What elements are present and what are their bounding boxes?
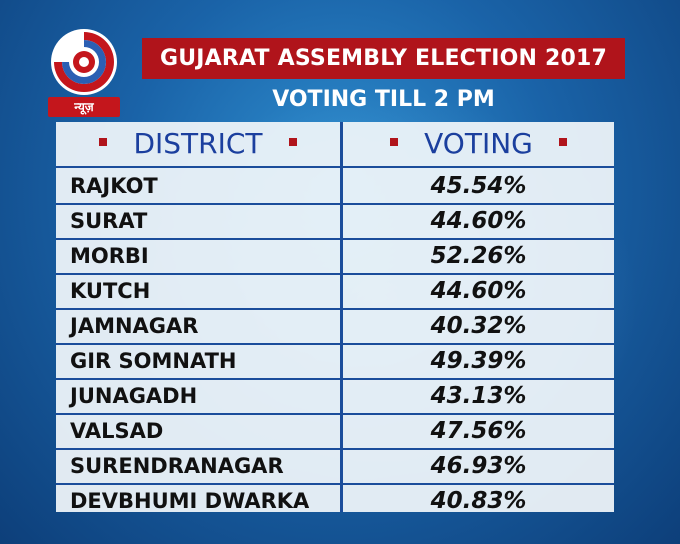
- district-name: KUTCH: [70, 279, 151, 303]
- page-title: GUJARAT ASSEMBLY ELECTION 2017: [142, 38, 625, 79]
- table-row: JAMNAGAR 40.32%: [56, 310, 614, 343]
- table-row: RAJKOT 45.54%: [56, 170, 614, 203]
- district-name: RAJKOT: [70, 174, 158, 198]
- voting-percentage: 49.39%: [430, 348, 527, 374]
- district-name: JAMNAGAR: [70, 314, 199, 338]
- voting-header-label: VOTING: [424, 127, 533, 160]
- table-row: MORBI 52.26%: [56, 240, 614, 273]
- district-name: JUNAGADH: [70, 384, 198, 408]
- voting-column-header: VOTING: [343, 122, 614, 166]
- channel-logo: न्यूज़: [42, 26, 126, 117]
- district-name: DEVBHUMI DWARKA: [70, 489, 310, 513]
- table-row: DEVBHUMI DWARKA 40.83%: [56, 485, 614, 518]
- row-divider: [56, 166, 614, 168]
- row-divider: [56, 273, 614, 275]
- table-row: JUNAGADH 43.13%: [56, 380, 614, 413]
- row-divider: [56, 413, 614, 415]
- table-header-row: DISTRICT VOTING: [56, 122, 614, 166]
- district-column-header: DISTRICT: [56, 122, 340, 166]
- column-divider: [340, 122, 343, 512]
- voting-percentage: 52.26%: [430, 243, 527, 269]
- table-row: SURAT 44.60%: [56, 205, 614, 238]
- dd-news-logo-icon: [51, 29, 117, 95]
- voting-percentage: 45.54%: [430, 173, 527, 199]
- row-divider: [56, 238, 614, 240]
- row-divider: [56, 448, 614, 450]
- news-badge: न्यूज़: [48, 97, 120, 117]
- voting-percentage: 44.60%: [430, 278, 527, 304]
- voting-percentage: 40.83%: [430, 488, 527, 514]
- district-name: GIR SOMNATH: [70, 349, 237, 373]
- voting-percentage: 44.60%: [430, 208, 527, 234]
- voting-percentage: 43.13%: [430, 383, 527, 409]
- district-name: MORBI: [70, 244, 149, 268]
- table-row: VALSAD 47.56%: [56, 415, 614, 448]
- voting-percentage: 40.32%: [430, 313, 527, 339]
- voting-percentage: 46.93%: [430, 453, 527, 479]
- district-name: SURENDRANAGAR: [70, 454, 284, 478]
- page-subtitle: VOTING TILL 2 PM: [272, 87, 495, 112]
- row-divider: [56, 343, 614, 345]
- row-divider: [56, 483, 614, 485]
- bullet-icon: [288, 138, 297, 146]
- row-divider: [56, 378, 614, 380]
- table-row: KUTCH 44.60%: [56, 275, 614, 308]
- table-row: SURENDRANAGAR 46.93%: [56, 450, 614, 483]
- district-name: VALSAD: [70, 419, 164, 443]
- bullet-icon: [558, 138, 567, 146]
- bullet-icon: [390, 138, 399, 146]
- row-divider: [56, 203, 614, 205]
- table-row: GIR SOMNATH 49.39%: [56, 345, 614, 378]
- voting-table: DISTRICT VOTING RAJKOT 45.54% SURAT 44.6…: [56, 122, 614, 514]
- voting-percentage: 47.56%: [430, 418, 527, 444]
- row-divider: [56, 308, 614, 310]
- district-header-label: DISTRICT: [133, 127, 263, 160]
- bullet-icon: [99, 138, 108, 146]
- district-name: SURAT: [70, 209, 148, 233]
